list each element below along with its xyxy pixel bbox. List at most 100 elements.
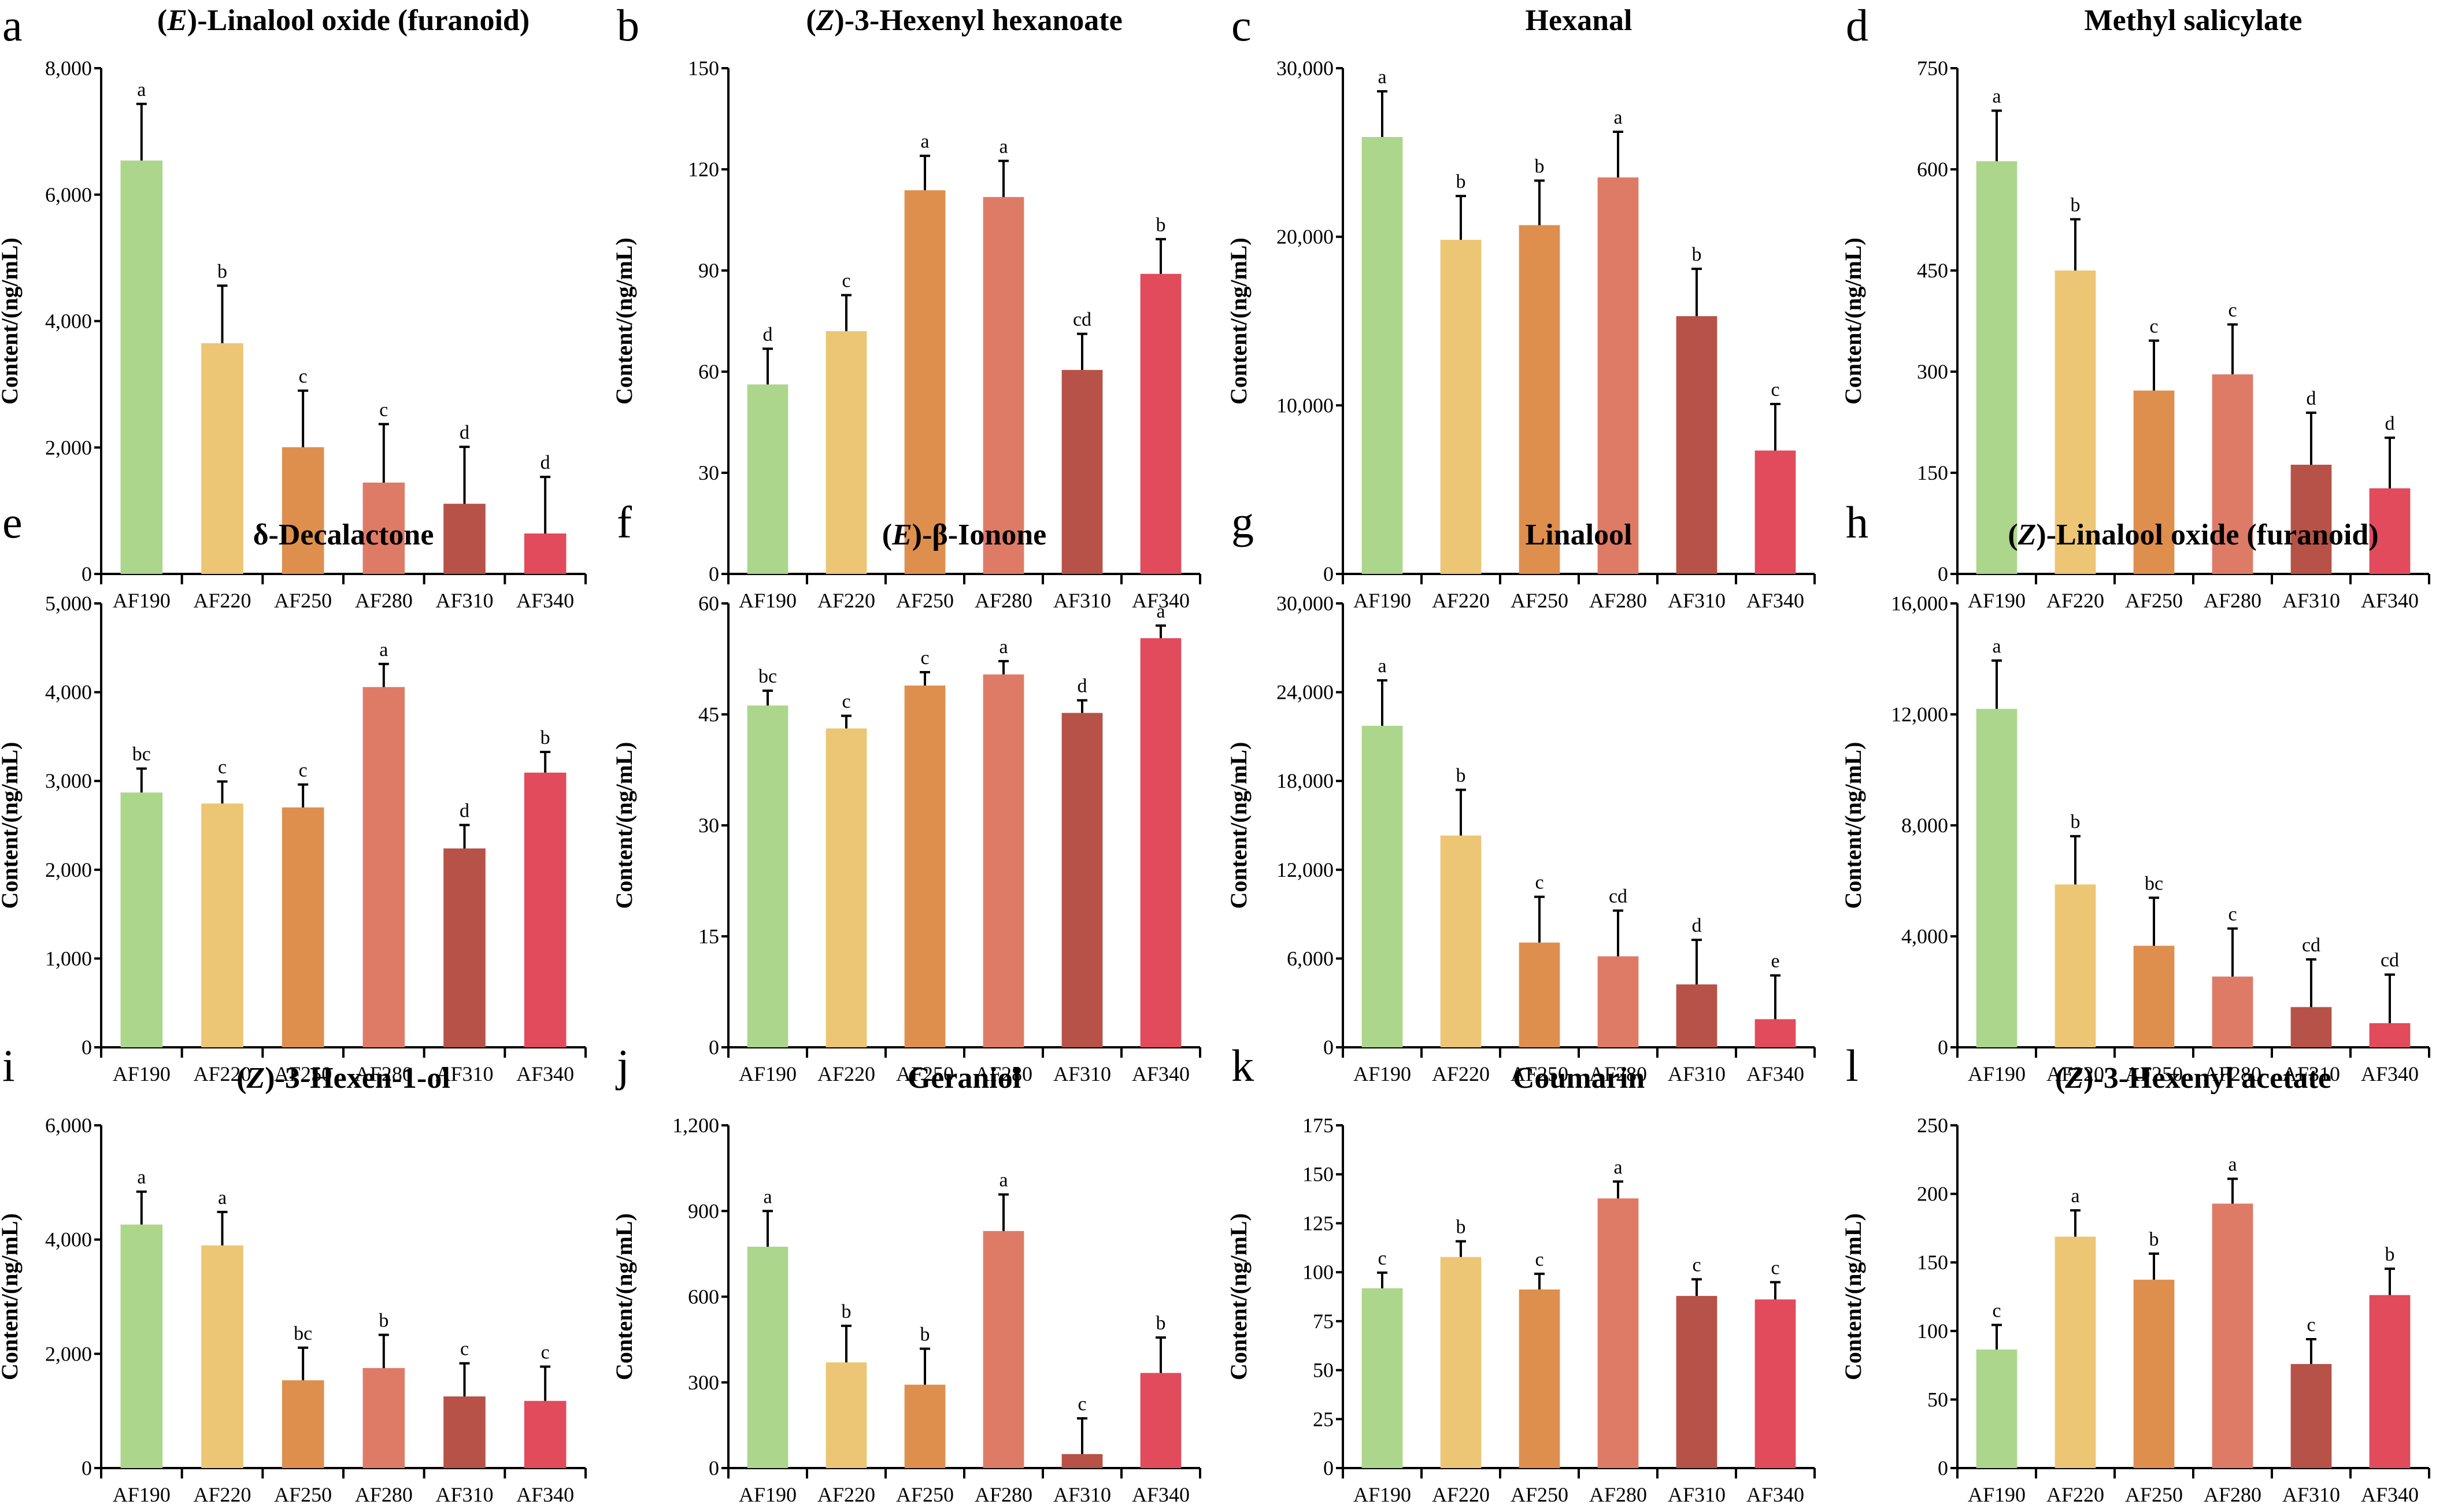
significance-label: b — [1156, 1313, 1166, 1334]
x-tick-label: AF220 — [817, 589, 875, 612]
significance-label: a — [2228, 1154, 2237, 1176]
y-tick-label: 120 — [688, 158, 719, 181]
significance-label: c — [1992, 1300, 2001, 1321]
x-tick-label: AF340 — [1746, 1062, 1804, 1085]
significance-label: a — [999, 136, 1008, 157]
x-tick-label: AF220 — [1432, 1062, 1490, 1085]
x-tick-label: AF250 — [896, 589, 954, 612]
significance-label: bc — [2145, 873, 2163, 894]
significance-label: b — [2385, 1244, 2395, 1265]
y-tick-label: 30 — [698, 461, 719, 484]
significance-label: a — [2071, 1185, 2079, 1207]
panel-title: Methyl salicylate — [2085, 4, 2302, 37]
y-axis-label: Content/(ng/mL) — [1840, 742, 1866, 909]
bar-AF310 — [443, 1396, 486, 1468]
bar-AF310 — [1061, 370, 1103, 574]
significance-label: b — [2149, 1229, 2159, 1250]
x-tick-label: AF190 — [739, 1062, 797, 1085]
x-tick-label: AF310 — [2282, 1062, 2340, 1085]
y-tick-label: 5,000 — [45, 592, 92, 615]
y-tick-label: 6,000 — [45, 1114, 92, 1137]
y-axis-label: Content/(ng/mL) — [1226, 238, 1252, 405]
x-tick-label: AF340 — [2361, 589, 2419, 612]
x-tick-label: AF250 — [274, 589, 332, 612]
y-tick-label: 150 — [1917, 1251, 1948, 1274]
panel-letter: b — [617, 0, 639, 50]
y-axis-label: Content/(ng/mL) — [611, 742, 637, 909]
x-tick-label: AF340 — [1132, 1483, 1190, 1506]
y-tick-label: 6,000 — [1287, 947, 1334, 970]
significance-label: d — [541, 452, 550, 473]
significance-label: c — [218, 757, 227, 778]
bar-AF250 — [2133, 1280, 2175, 1468]
y-tick-label: 1,200 — [672, 1114, 719, 1137]
bar-AF220 — [1440, 1257, 1482, 1468]
bar-AF310 — [1061, 1454, 1103, 1468]
bar-AF190 — [120, 1224, 163, 1468]
panel-title: Hexanal — [1526, 4, 1633, 37]
x-tick-label: AF340 — [1132, 1062, 1190, 1085]
bar-AF190 — [1361, 1288, 1403, 1468]
y-tick-label: 100 — [1302, 1261, 1334, 1284]
bar-AF220 — [201, 1245, 243, 1468]
panel-letter: i — [2, 1040, 15, 1091]
significance-label: a — [763, 1186, 772, 1207]
panel-title: δ-Decalactone — [253, 518, 434, 551]
significance-label: c — [1535, 872, 1543, 894]
significance-label: c — [920, 647, 929, 669]
y-axis-label: Content/(ng/mL) — [1840, 238, 1866, 405]
x-tick-label: AF220 — [1432, 589, 1490, 612]
x-tick-label: AF280 — [2204, 1483, 2261, 1506]
significance-label: d — [2385, 413, 2395, 434]
bar-AF280 — [362, 687, 405, 1047]
significance-label: b — [1456, 171, 1466, 192]
significance-label: b — [1156, 214, 1166, 236]
y-tick-label: 0 — [709, 1457, 719, 1480]
bar-AF190 — [747, 705, 789, 1047]
bar-AF220 — [825, 1362, 867, 1468]
significance-label: d — [460, 800, 469, 821]
y-tick-label: 4,000 — [45, 681, 92, 704]
y-tick-label: 60 — [698, 360, 719, 383]
y-tick-label: 30,000 — [1276, 592, 1334, 615]
x-tick-label: AF220 — [193, 1062, 251, 1085]
significance-label: b — [1456, 765, 1466, 787]
bar-AF220 — [1440, 239, 1482, 575]
y-tick-label: 30 — [698, 814, 719, 837]
y-tick-label: 750 — [1917, 57, 1948, 80]
significance-label: c — [379, 399, 388, 421]
y-tick-label: 10,000 — [1276, 394, 1334, 417]
y-tick-label: 200 — [1917, 1183, 1948, 1206]
significance-label: c — [1692, 1254, 1701, 1276]
y-axis-label: Content/(ng/mL) — [1226, 742, 1252, 909]
bar-AF310 — [2290, 1363, 2332, 1468]
y-tick-label: 2,000 — [45, 1342, 92, 1365]
x-tick-label: AF340 — [516, 1062, 574, 1085]
bar-AF250 — [1519, 942, 1560, 1047]
significance-label: a — [379, 639, 388, 661]
significance-label: bc — [294, 1323, 312, 1344]
panel-title: (E)-Linalool oxide (furanoid) — [157, 4, 530, 37]
bar-AF250 — [2133, 946, 2175, 1047]
x-tick-label: AF220 — [817, 1483, 875, 1506]
y-tick-label: 15 — [698, 925, 719, 948]
significance-label: c — [299, 759, 308, 781]
x-tick-label: AF340 — [2361, 1062, 2419, 1085]
bar-AF280 — [2212, 976, 2253, 1047]
y-tick-label: 0 — [82, 1036, 92, 1059]
x-tick-label: AF250 — [896, 1483, 954, 1506]
significance-label: d — [1078, 676, 1087, 697]
y-tick-label: 60 — [698, 592, 719, 615]
bar-AF280 — [1597, 177, 1639, 574]
y-axis-label: Content/(ng/mL) — [1840, 1213, 1866, 1380]
bar-AF280 — [1597, 1198, 1639, 1468]
x-tick-label: AF250 — [2125, 1483, 2183, 1506]
significance-label: b — [1692, 244, 1702, 265]
x-tick-label: AF280 — [1589, 1062, 1647, 1085]
panel-letter: k — [1231, 1040, 1254, 1091]
panel-g: g Linalool Content/(ng/mL) 0 6,000 12,000 18,0… — [1226, 497, 1816, 1085]
bar-AF190 — [1976, 161, 2018, 574]
x-tick-label: AF310 — [435, 589, 493, 612]
significance-label: d — [1692, 915, 1702, 936]
y-tick-label: 250 — [1917, 1114, 1948, 1137]
